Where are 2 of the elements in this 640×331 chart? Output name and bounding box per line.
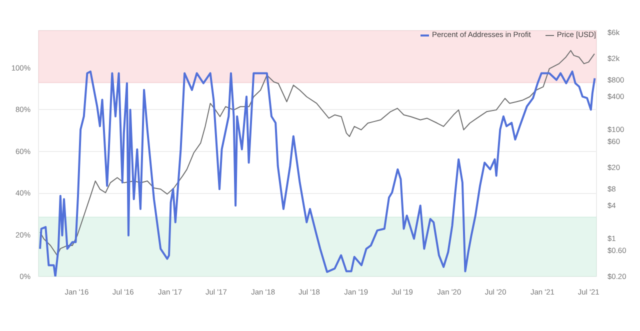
line-series (39, 70, 596, 276)
line-series (40, 50, 595, 256)
